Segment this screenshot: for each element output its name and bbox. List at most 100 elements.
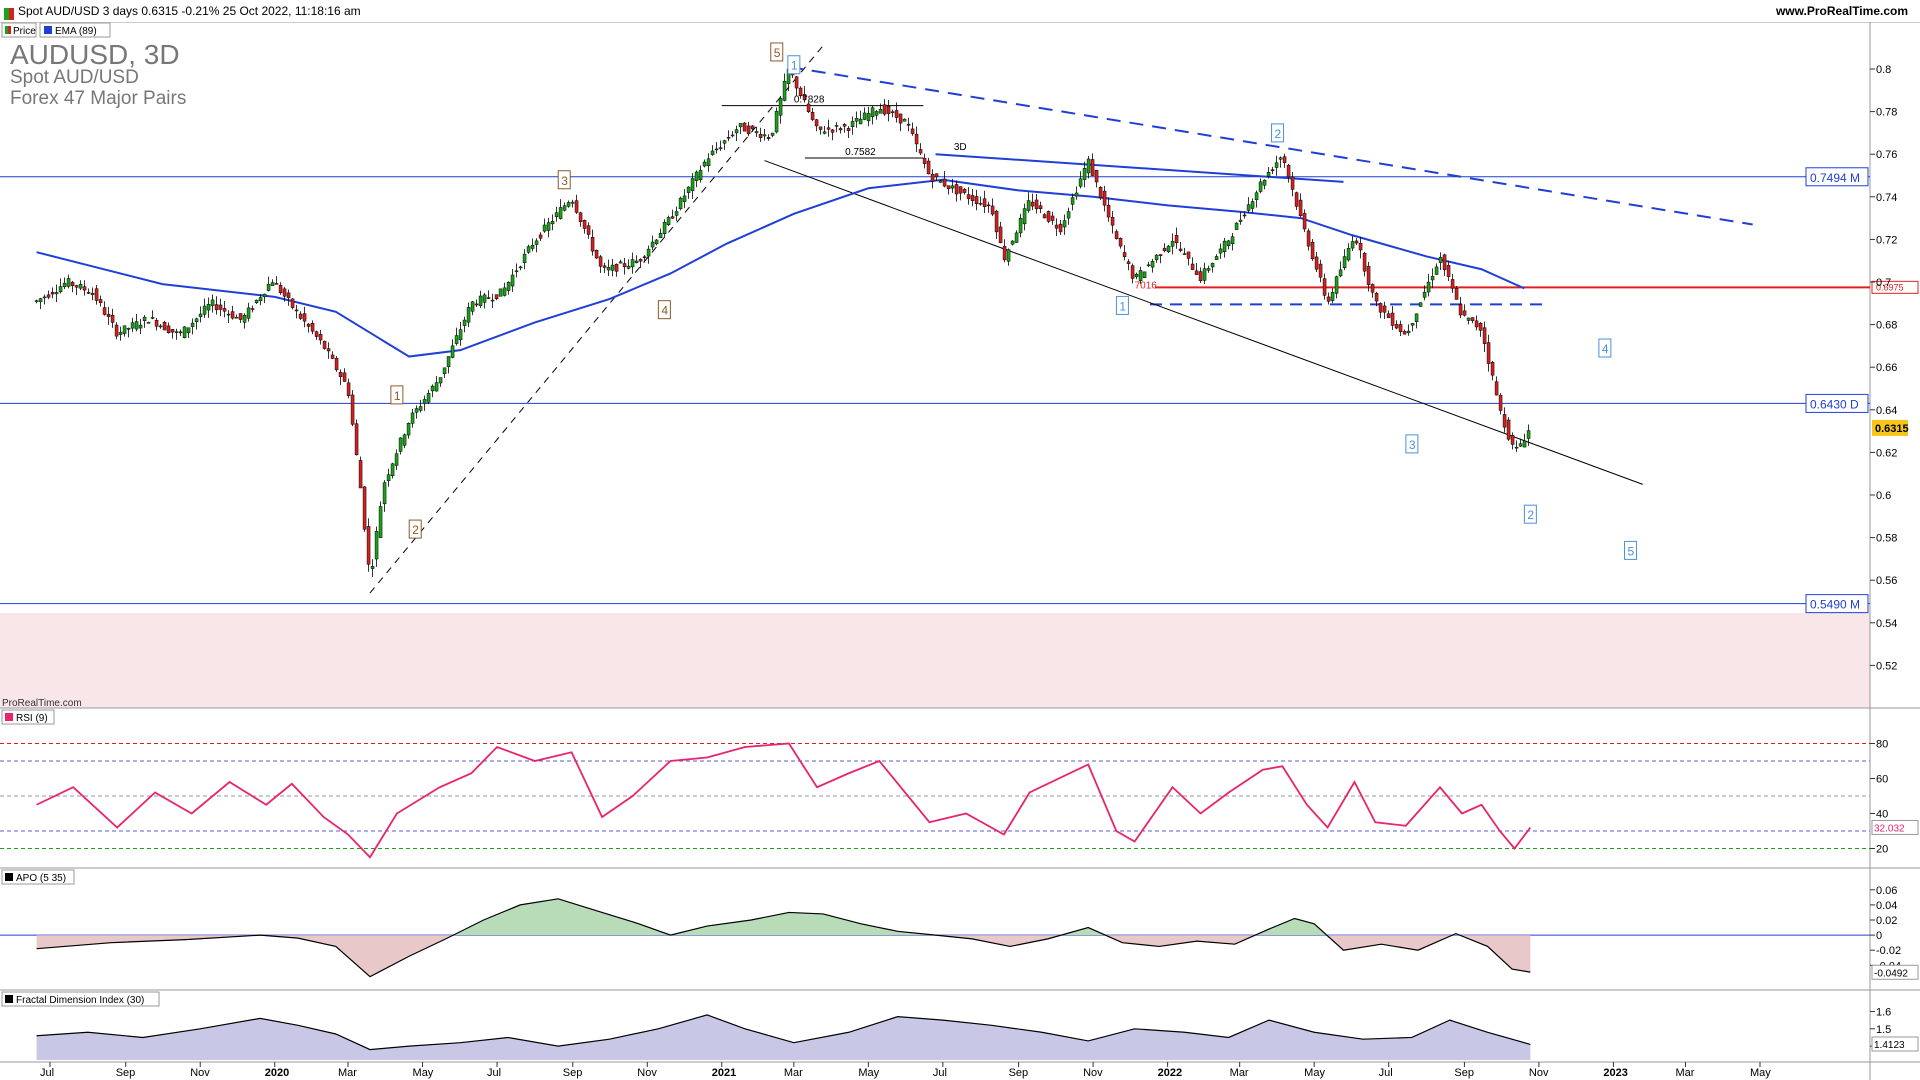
candle-body bbox=[1198, 271, 1203, 281]
candle-body bbox=[1138, 270, 1143, 282]
candle-body bbox=[1478, 322, 1483, 331]
candle-body bbox=[1526, 430, 1531, 439]
annotation-7016: 7016 bbox=[1135, 280, 1158, 291]
time-tick-label: Nov bbox=[1529, 1067, 1549, 1079]
candle-body bbox=[354, 423, 359, 456]
candle-body bbox=[1022, 208, 1027, 225]
candle-body bbox=[486, 297, 491, 299]
candle-body bbox=[78, 284, 83, 289]
candle-body bbox=[606, 267, 611, 271]
candle-body bbox=[470, 301, 475, 312]
candle-body bbox=[42, 296, 47, 299]
candle-body bbox=[162, 321, 167, 331]
brown-wave-label: 4 bbox=[661, 304, 668, 318]
indicator-tick-label: 0.06 bbox=[1876, 885, 1897, 897]
candle-body bbox=[734, 129, 739, 134]
price-tick-label: 0.56 bbox=[1876, 575, 1897, 587]
candle-body bbox=[750, 125, 755, 130]
candle-body bbox=[1462, 310, 1467, 316]
candle-body bbox=[794, 76, 799, 89]
candle-body bbox=[326, 348, 331, 352]
candle-body bbox=[818, 126, 823, 130]
candle-body bbox=[202, 305, 207, 315]
candle-body bbox=[742, 122, 747, 132]
candle-body bbox=[650, 241, 655, 248]
price-tick-label: 0.58 bbox=[1876, 533, 1897, 545]
candle-body bbox=[198, 313, 203, 317]
price-tick-label: 0.76 bbox=[1876, 149, 1897, 161]
candle-body bbox=[678, 197, 683, 210]
blue-wave-box bbox=[787, 55, 801, 75]
candle-body bbox=[1258, 181, 1263, 192]
blue-wave-label: 2 bbox=[1527, 508, 1534, 522]
candle-body bbox=[1458, 304, 1463, 316]
candle-body bbox=[1426, 281, 1431, 293]
candle-body bbox=[770, 132, 775, 136]
candle-body bbox=[1094, 170, 1099, 183]
candle-body bbox=[418, 406, 423, 411]
candle-body bbox=[1282, 156, 1287, 163]
candle-body bbox=[870, 107, 875, 118]
candle-body bbox=[1514, 446, 1519, 449]
price-tick-label: 0.6 bbox=[1876, 490, 1891, 502]
candle-body bbox=[666, 217, 671, 225]
candle-body bbox=[810, 112, 815, 120]
candle-body bbox=[702, 161, 707, 167]
candle-body bbox=[358, 460, 363, 489]
candle-body bbox=[306, 323, 311, 327]
candle-body bbox=[514, 270, 519, 273]
candle-body bbox=[302, 313, 307, 322]
candle-body bbox=[1502, 414, 1507, 428]
uptrend-dashed bbox=[369, 45, 824, 594]
ema-curve bbox=[36, 178, 1525, 358]
candle-body bbox=[1410, 323, 1415, 326]
candle-body bbox=[1142, 271, 1147, 278]
candle-body bbox=[90, 293, 95, 296]
apo-positive-area bbox=[36, 898, 1531, 936]
candle-body bbox=[850, 121, 855, 127]
candle-body bbox=[502, 287, 507, 296]
candle-body bbox=[630, 259, 635, 268]
candle-body bbox=[806, 103, 811, 112]
indicator-last-tag bbox=[1871, 964, 1919, 980]
candle-body bbox=[894, 110, 899, 118]
candle-body bbox=[1090, 159, 1095, 176]
candle-body bbox=[146, 322, 151, 324]
candle-body bbox=[1270, 169, 1275, 171]
candle-body bbox=[778, 98, 783, 116]
instrument-name: Spot AUD/USD bbox=[10, 67, 139, 88]
brown-wave-box bbox=[557, 170, 571, 190]
chart-area[interactable]: Price EMA (89) AUDUSD, 3D Spot AUD/USD F… bbox=[0, 22, 1920, 1080]
candle-body bbox=[1522, 440, 1527, 448]
blue-wave-label: 1 bbox=[1119, 299, 1126, 313]
candle-body bbox=[266, 284, 271, 291]
indicator-line bbox=[36, 898, 1531, 978]
candle-body bbox=[1170, 241, 1175, 247]
candle-body bbox=[1162, 247, 1167, 252]
time-tick-label: Nov bbox=[1083, 1067, 1103, 1079]
candle-body bbox=[946, 185, 951, 189]
candle-body bbox=[690, 178, 695, 191]
candle-body bbox=[910, 128, 915, 134]
site-link[interactable]: www.ProRealTime.com bbox=[1775, 4, 1908, 18]
candle-body bbox=[706, 158, 711, 166]
candle-body bbox=[1050, 215, 1055, 221]
candle-body bbox=[1278, 157, 1283, 160]
price-tick-label: 0.52 bbox=[1876, 660, 1897, 672]
candle-body bbox=[1262, 179, 1267, 186]
time-tick-label: Mar bbox=[784, 1067, 803, 1079]
candle-body bbox=[746, 125, 751, 135]
candle-body bbox=[338, 372, 343, 377]
candle-body bbox=[362, 486, 367, 530]
candle-body bbox=[282, 288, 287, 297]
brown-wave-box bbox=[390, 385, 404, 405]
candle-body bbox=[730, 134, 735, 137]
ema-line bbox=[36, 178, 1525, 358]
candle-body bbox=[1286, 164, 1291, 178]
candle-body bbox=[1482, 327, 1487, 344]
candle-body bbox=[38, 298, 43, 302]
time-tick-label: Sep bbox=[116, 1067, 136, 1079]
indicator-tick-label: 0.04 bbox=[1876, 900, 1897, 912]
candle-body bbox=[1066, 211, 1071, 219]
candle-body bbox=[446, 356, 451, 368]
